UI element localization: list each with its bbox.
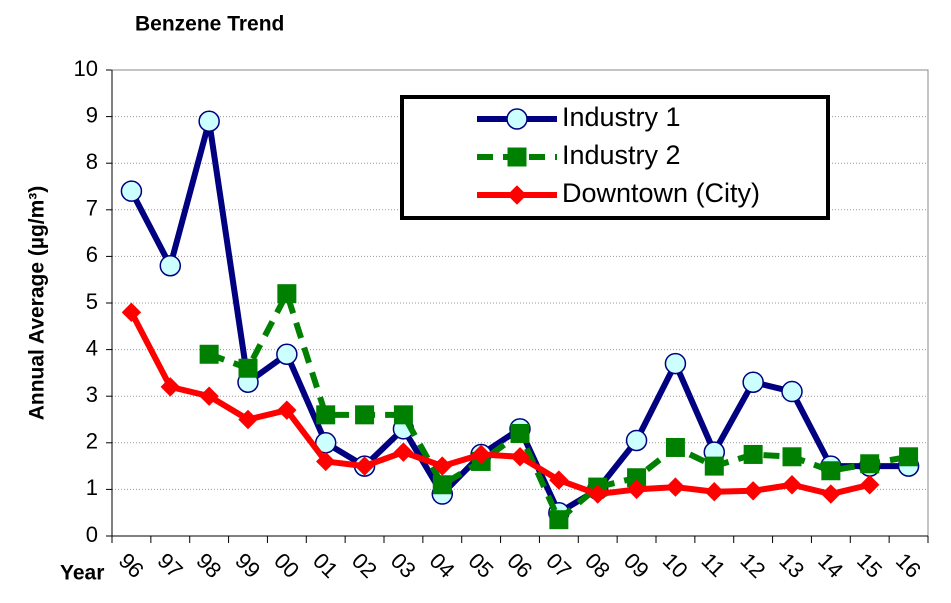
y-tick-label: 3: [86, 382, 98, 407]
y-tick-label: 2: [86, 429, 98, 454]
point: [782, 447, 802, 467]
x-tick-label: 02: [347, 548, 382, 583]
point: [120, 180, 143, 202]
x-tick-label: 14: [813, 548, 848, 583]
y-tick-label: 6: [86, 242, 98, 267]
legend-marker: [506, 108, 528, 130]
x-tick-label: 98: [191, 548, 226, 583]
legend-label: Downtown (City): [562, 178, 760, 208]
y-tick-label: 8: [86, 149, 98, 174]
x-tick-label: 01: [308, 548, 343, 583]
x-tick-label: 08: [580, 548, 615, 583]
point: [432, 475, 452, 495]
point: [121, 302, 142, 323]
point: [510, 423, 530, 443]
point: [316, 451, 336, 472]
y-tick-label: 0: [86, 522, 98, 547]
point: [743, 481, 763, 501]
legend-label: Industry 2: [562, 140, 681, 170]
y-tick-label: 5: [86, 289, 98, 314]
point: [549, 510, 569, 530]
point: [821, 461, 841, 481]
x-tick-label: 99: [230, 548, 265, 583]
y-tick-label: 7: [86, 196, 98, 221]
point: [393, 405, 413, 425]
y-tick-label: 10: [74, 56, 98, 81]
point: [704, 482, 724, 502]
legend-box: [400, 95, 830, 220]
legend-marker: [507, 147, 527, 167]
x-tick-label: 04: [425, 548, 460, 583]
point: [782, 475, 802, 495]
point: [821, 484, 841, 504]
point: [626, 479, 647, 500]
point: [860, 454, 880, 474]
point: [743, 444, 763, 464]
x-tick-label: 05: [463, 548, 498, 583]
x-tick-label: 06: [502, 548, 537, 583]
point: [432, 456, 452, 476]
y-tick-label: 1: [86, 475, 98, 500]
y-axis-label: Annual Average (µg/m³): [26, 186, 49, 421]
point: [277, 400, 297, 420]
point: [199, 386, 219, 406]
point: [704, 456, 724, 476]
point: [899, 447, 919, 467]
point: [781, 380, 803, 403]
point: [471, 444, 491, 465]
point: [354, 456, 375, 476]
point: [510, 447, 530, 467]
legend-label: Industry 1: [562, 102, 681, 132]
y-tick-label: 9: [86, 102, 98, 127]
point: [238, 409, 258, 430]
x-tick-label: 15: [852, 548, 887, 583]
point: [393, 442, 414, 462]
point: [664, 352, 687, 375]
x-tick-label: 03: [386, 548, 421, 583]
x-tick-label: 12: [735, 548, 770, 583]
point: [276, 343, 298, 366]
point: [665, 437, 685, 457]
point: [549, 470, 569, 490]
point: [159, 254, 182, 277]
x-tick-label: 96: [114, 548, 149, 583]
point: [742, 371, 764, 393]
x-tick-label: 97: [153, 548, 188, 583]
x-tick-label: 11: [697, 548, 731, 582]
point: [198, 110, 220, 133]
point: [316, 405, 336, 425]
x-tick-label: 10: [658, 548, 693, 583]
x-tick-label: 09: [619, 548, 654, 583]
point: [860, 475, 880, 495]
point: [588, 484, 608, 504]
point: [277, 284, 297, 304]
x-tick-label: 16: [891, 548, 926, 583]
y-tick-label: 4: [86, 335, 98, 360]
legend-marker: [507, 185, 527, 205]
point: [665, 477, 686, 497]
x-tick-label: 00: [269, 548, 304, 583]
point: [238, 358, 258, 378]
x-tick-label: 07: [541, 548, 576, 583]
point: [199, 344, 219, 364]
point: [625, 429, 648, 452]
point: [355, 405, 375, 425]
point: [160, 377, 180, 397]
chart-title: Benzene Trend: [135, 13, 284, 36]
x-tick-label: 13: [774, 548, 809, 583]
x-axis-label: Year: [60, 562, 104, 585]
